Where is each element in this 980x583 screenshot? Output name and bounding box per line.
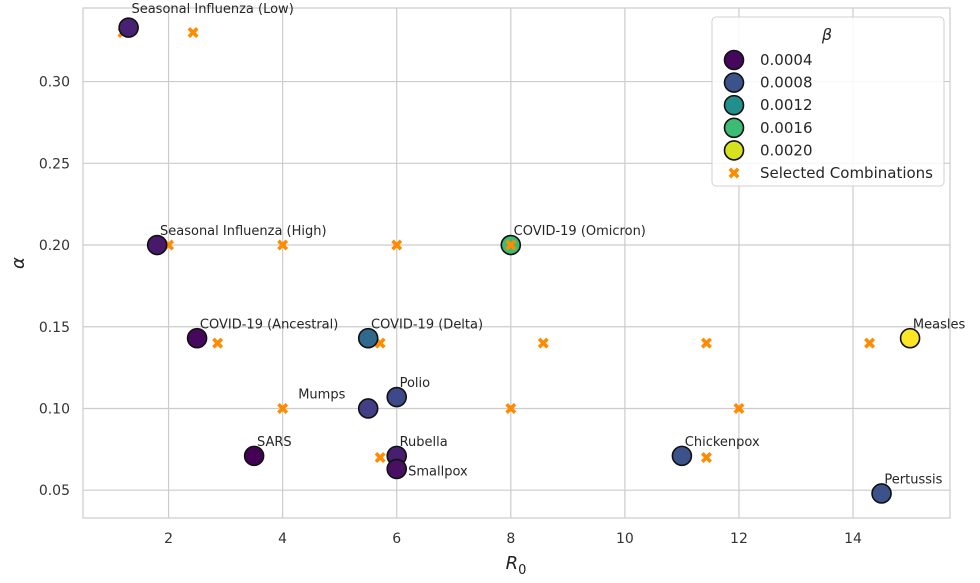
y-tick-label: 0.15 xyxy=(39,320,70,336)
disease-label: COVID-19 (Ancestral) xyxy=(200,317,338,332)
legend-title: β xyxy=(821,25,832,44)
axis-ticks: 2 4 6 8 10 12 14 0.05 0.10 0.15 0.20 0.25 0.30 xyxy=(39,75,862,547)
selected-combination-marker xyxy=(700,452,712,463)
disease-label: Seasonal Influenza (High) xyxy=(160,224,327,239)
disease-point xyxy=(186,327,208,349)
disease-label: Seasonal Influenza (Low) xyxy=(131,2,293,17)
disease-label: Pertussis xyxy=(884,473,942,488)
legend-items: 0.0004 0.0008 0.0012 0.0016 0.0020 Selected C… xyxy=(723,49,933,182)
disease-label: Mumps xyxy=(298,388,345,403)
selected-combination-marker xyxy=(374,452,386,463)
selected-combination-marker xyxy=(864,337,876,349)
x-axis-label: R0 xyxy=(506,553,527,578)
y-tick-label: 0.05 xyxy=(39,483,70,499)
x-tick-label: 6 xyxy=(392,531,401,547)
legend-label: 0.0004 xyxy=(760,51,813,69)
disease-point xyxy=(118,17,139,38)
y-tick-label: 0.20 xyxy=(39,238,70,254)
x-tick-label: 10 xyxy=(616,531,634,547)
y-axis-label: α xyxy=(8,257,29,269)
selected-combination-marker xyxy=(187,27,199,38)
disease-point xyxy=(386,386,408,408)
legend-marker xyxy=(723,117,745,139)
y-tick-label: 0.10 xyxy=(39,401,70,417)
disease-point xyxy=(357,327,379,349)
legend-box xyxy=(711,16,945,187)
selected-combination-marker xyxy=(700,337,712,349)
legend-marker xyxy=(723,72,745,93)
selected-combination-marker xyxy=(505,403,517,414)
disease-label: SARS xyxy=(257,435,292,450)
disease-point xyxy=(899,327,921,349)
legend-label: Selected Combinations xyxy=(760,164,933,182)
x-tick-label: 14 xyxy=(844,531,862,547)
y-tick-label: 0.30 xyxy=(39,75,70,91)
selected-combination-marker xyxy=(733,403,745,414)
disease-label: Measles xyxy=(913,317,966,332)
selected-combination-marker xyxy=(537,337,549,349)
legend-marker xyxy=(723,94,745,116)
point-annotations: Seasonal Influenza (Low) Seasonal Influen… xyxy=(131,2,965,488)
x-axis-label-subscript: 0 xyxy=(518,563,526,578)
disease-point xyxy=(671,445,693,467)
selected-combination-marker xyxy=(212,337,224,349)
disease-points-series xyxy=(118,17,921,504)
disease-point xyxy=(146,234,168,256)
legend-label: 0.0008 xyxy=(760,74,813,92)
legend-marker xyxy=(723,140,745,161)
legend-label: 0.0012 xyxy=(760,96,813,114)
x-tick-label: 8 xyxy=(506,531,515,547)
legend-label: 0.0020 xyxy=(760,141,813,159)
selected-combination-marker xyxy=(277,403,289,414)
y-tick-label: 0.25 xyxy=(39,156,70,172)
x-tick-label: 2 xyxy=(164,531,173,547)
disease-point xyxy=(357,398,379,419)
legend: β 0.0004 0.0008 0.0012 0.0016 0.0020 Selected… xyxy=(711,16,945,187)
legend-label: 0.0016 xyxy=(760,119,813,137)
selected-combination-marker xyxy=(277,239,289,251)
disease-label: Smallpox xyxy=(408,465,468,480)
disease-point xyxy=(243,445,265,467)
selected-combination-marker xyxy=(505,239,517,251)
disease-label: COVID-19 (Omicron) xyxy=(514,224,646,239)
disease-label: Rubella xyxy=(400,435,448,450)
disease-label: COVID-19 (Delta) xyxy=(371,317,483,332)
disease-label: Chickenpox xyxy=(685,435,760,450)
legend-marker xyxy=(723,49,745,71)
disease-label: Polio xyxy=(400,376,431,391)
x-tick-label: 4 xyxy=(278,531,287,547)
disease-point xyxy=(386,458,408,480)
x-tick-label: 12 xyxy=(730,531,748,547)
selected-combination-marker xyxy=(391,239,403,251)
plot-frame xyxy=(82,7,951,519)
legend-marker xyxy=(728,167,740,179)
disease-point xyxy=(871,483,892,504)
